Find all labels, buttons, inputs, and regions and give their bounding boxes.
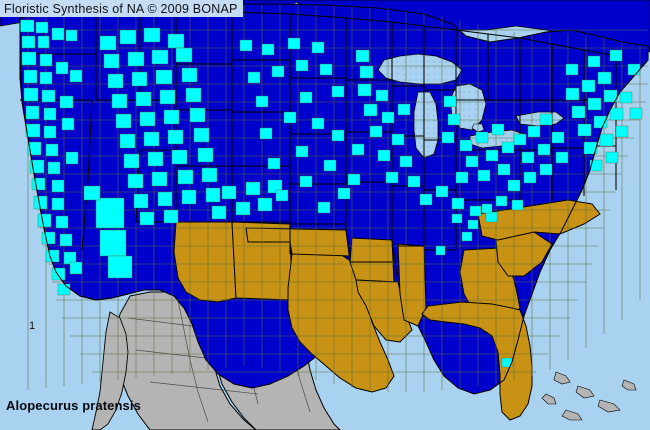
scale-marker: 1	[29, 320, 36, 332]
present-counties[interactable]	[19, 19, 643, 368]
caribbean-islands	[541, 371, 637, 421]
coastlines	[19, 18, 649, 391]
state-south-carolina[interactable]	[495, 231, 553, 277]
baja-peninsula	[91, 311, 129, 430]
header-title: Floristic Synthesis of NA © 2009 BONAP	[4, 1, 238, 16]
map-header-bar: Floristic Synthesis of NA © 2009 BONAP	[0, 0, 243, 17]
gold-states-group[interactable]	[173, 199, 601, 421]
state-florida[interactable]	[421, 301, 533, 421]
state-arkansas[interactable]	[349, 237, 395, 283]
lake-michigan	[413, 91, 439, 159]
species-name-label: Alopecurus pratensis	[6, 398, 141, 413]
